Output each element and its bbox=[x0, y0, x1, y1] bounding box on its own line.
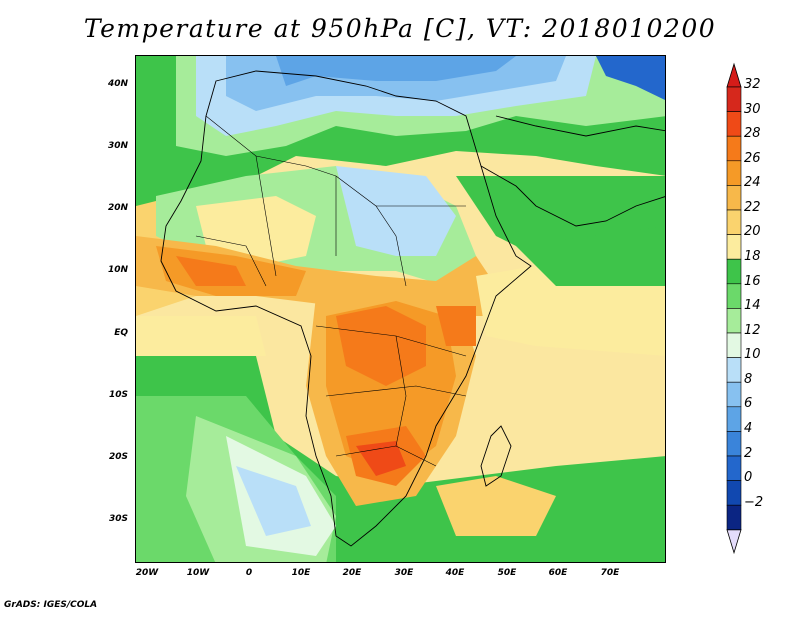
y-label-eq: EQ bbox=[114, 328, 128, 338]
colorbar-label-30: 30 bbox=[744, 102, 761, 117]
colorbar-label-22: 22 bbox=[744, 200, 761, 215]
colorbar-label-14: 14 bbox=[744, 298, 761, 313]
x-label-30e: 30E bbox=[394, 568, 414, 578]
colorbar bbox=[726, 62, 742, 555]
country-borders bbox=[195, 115, 467, 467]
y-label-20n: 20N bbox=[107, 203, 128, 213]
colorbar-label-18: 18 bbox=[744, 249, 761, 264]
colorbar-label-2: 2 bbox=[744, 446, 753, 461]
colorbar-segment bbox=[726, 357, 742, 383]
y-label-30s: 30S bbox=[108, 514, 128, 524]
arabian-sea-green bbox=[516, 226, 665, 286]
southern-very-hot bbox=[356, 441, 406, 476]
x-label-70e: 70E bbox=[600, 568, 620, 578]
colorbar-label-28: 28 bbox=[744, 126, 761, 141]
y-label-40n: 40N bbox=[107, 79, 128, 89]
colorbar-segment bbox=[726, 308, 742, 334]
madagascar-zone bbox=[436, 476, 556, 536]
grads-credit: GrADS: IGES/COLA bbox=[4, 600, 98, 610]
colorbar-label-4: 4 bbox=[744, 421, 753, 436]
y-label-10n: 10N bbox=[107, 265, 128, 275]
north-mid-blue bbox=[276, 56, 516, 86]
colorbar-segment bbox=[726, 209, 742, 235]
middle-east-coast bbox=[495, 115, 665, 137]
indian-ocean-pale bbox=[476, 266, 665, 356]
colorbar-segment bbox=[726, 332, 742, 358]
africa-outline bbox=[160, 70, 532, 547]
northeast-dark-blue bbox=[596, 56, 665, 101]
arabia-coast bbox=[480, 165, 665, 227]
x-label-10w: 10W bbox=[186, 568, 210, 578]
border-9 bbox=[395, 335, 407, 447]
colorbar-label-8: 8 bbox=[744, 372, 753, 387]
colorbar-segment bbox=[726, 431, 742, 457]
colorbar-label-24: 24 bbox=[744, 175, 761, 190]
colorbar-label-minus2: −2 bbox=[744, 495, 764, 510]
colorbar-segment bbox=[726, 283, 742, 309]
atlantic-pale bbox=[136, 316, 266, 356]
colorbar-segment bbox=[726, 111, 742, 137]
colorbar-segment bbox=[726, 258, 742, 285]
x-label-50e: 50E bbox=[497, 568, 517, 578]
x-label-20e: 20E bbox=[342, 568, 362, 578]
colorbar-label-12: 12 bbox=[744, 323, 761, 338]
border-3 bbox=[255, 155, 277, 277]
y-label-20s: 20S bbox=[108, 452, 128, 462]
colorbar-label-10: 10 bbox=[744, 347, 761, 362]
colorbar-label-20: 20 bbox=[744, 224, 761, 239]
border-1 bbox=[205, 115, 337, 177]
central-hot bbox=[336, 306, 426, 386]
x-label-10e: 10E bbox=[291, 568, 311, 578]
x-label-0: 0 bbox=[245, 568, 253, 578]
map-svg bbox=[136, 56, 665, 562]
colorbar-segment bbox=[726, 455, 742, 481]
coastlines bbox=[160, 70, 665, 547]
colorbar-segment bbox=[726, 234, 742, 260]
colorbar-segment bbox=[726, 381, 742, 408]
colorbar-segment bbox=[726, 86, 742, 112]
madagascar-outline bbox=[480, 425, 512, 487]
border-2 bbox=[335, 175, 407, 287]
y-label-10s: 10S bbox=[108, 390, 128, 400]
sahara-blue bbox=[336, 166, 456, 256]
colorbar-segment bbox=[726, 185, 742, 211]
map-title: Temperature at 950hPa [C], VT: 201801020… bbox=[83, 14, 717, 43]
colorbar-label-26: 26 bbox=[744, 151, 761, 166]
sahel-hot bbox=[176, 256, 246, 286]
colorbar-label-32: 32 bbox=[744, 77, 761, 92]
colorbar-bottom-triangle bbox=[726, 529, 742, 555]
east-hot bbox=[436, 306, 476, 346]
colorbar-label-16: 16 bbox=[744, 274, 761, 289]
colorbar-segment bbox=[726, 160, 742, 186]
colorbar-segment bbox=[726, 504, 742, 531]
y-label-30n: 30N bbox=[107, 141, 128, 151]
border-10 bbox=[195, 235, 267, 287]
southern-ocean-green bbox=[336, 516, 665, 562]
colorbar-label-0: 0 bbox=[744, 470, 753, 485]
x-label-20w: 20W bbox=[135, 568, 159, 578]
border-7 bbox=[325, 385, 467, 397]
colorbar-top-triangle bbox=[726, 62, 742, 88]
x-label-60e: 60E bbox=[548, 568, 568, 578]
colorbar-segment bbox=[726, 135, 742, 162]
south-light-blue bbox=[236, 466, 311, 536]
colorbar-segment bbox=[726, 406, 742, 432]
colorbar-segment bbox=[726, 480, 742, 506]
x-label-40e: 40E bbox=[445, 568, 465, 578]
temperature-map bbox=[135, 55, 666, 563]
colorbar-label-6: 6 bbox=[744, 396, 753, 411]
